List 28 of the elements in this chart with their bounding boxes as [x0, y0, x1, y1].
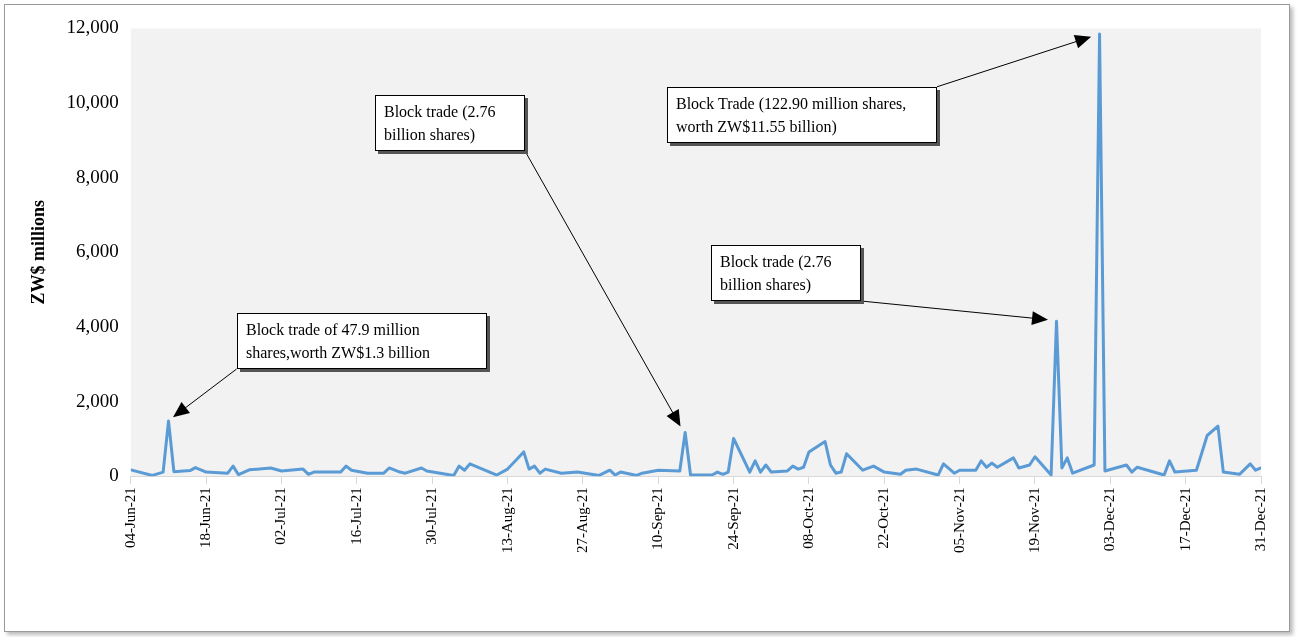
x-tick-label: 16-Jul-21	[347, 487, 364, 545]
x-tick-label: 30-Jul-21	[423, 487, 440, 545]
x-tick-label: 31-Dec-21	[1251, 487, 1268, 552]
y-tick-label: 8,000	[76, 165, 119, 187]
x-tick-label: 10-Sep-21	[649, 487, 666, 550]
x-tick-label: 27-Aug-21	[573, 487, 590, 554]
x-tick-label: 18-Jun-21	[197, 487, 214, 549]
x-tick-label: 22-Oct-21	[875, 487, 892, 549]
x-tick-label: 08-Oct-21	[799, 487, 816, 549]
callout-box: Block trade of 47.9 million shares,worth ZW$1.3 billion	[237, 313, 487, 369]
y-tick-label: 12,000	[66, 16, 119, 38]
x-tick-label: 17-Dec-21	[1176, 487, 1193, 552]
x-tick-label: 13-Aug-21	[498, 487, 515, 554]
y-tick-label: 10,000	[66, 91, 119, 113]
y-tick-label: 0	[109, 464, 119, 486]
callout-box: Block trade (2.76 billion shares)	[711, 245, 861, 301]
y-tick-label: 6,000	[76, 240, 119, 262]
x-tick-label: 19-Nov-21	[1025, 487, 1042, 554]
x-tick-label: 02-Jul-21	[272, 487, 289, 545]
y-tick-label: 2,000	[76, 389, 119, 411]
callout-box: Block Trade (122.90 million shares, worth ZW$11.55 billion)	[667, 87, 937, 143]
y-axis-title: ZW$ millions	[28, 200, 49, 305]
callout-box: Block trade (2.76 billion shares)	[375, 95, 525, 151]
x-tick-label: 03-Dec-21	[1101, 487, 1118, 552]
x-tick-label: 24-Sep-21	[724, 487, 741, 550]
y-tick-label: 4,000	[76, 314, 119, 336]
x-tick-label: 05-Nov-21	[950, 487, 967, 554]
x-tick-label: 04-Jun-21	[121, 487, 138, 549]
